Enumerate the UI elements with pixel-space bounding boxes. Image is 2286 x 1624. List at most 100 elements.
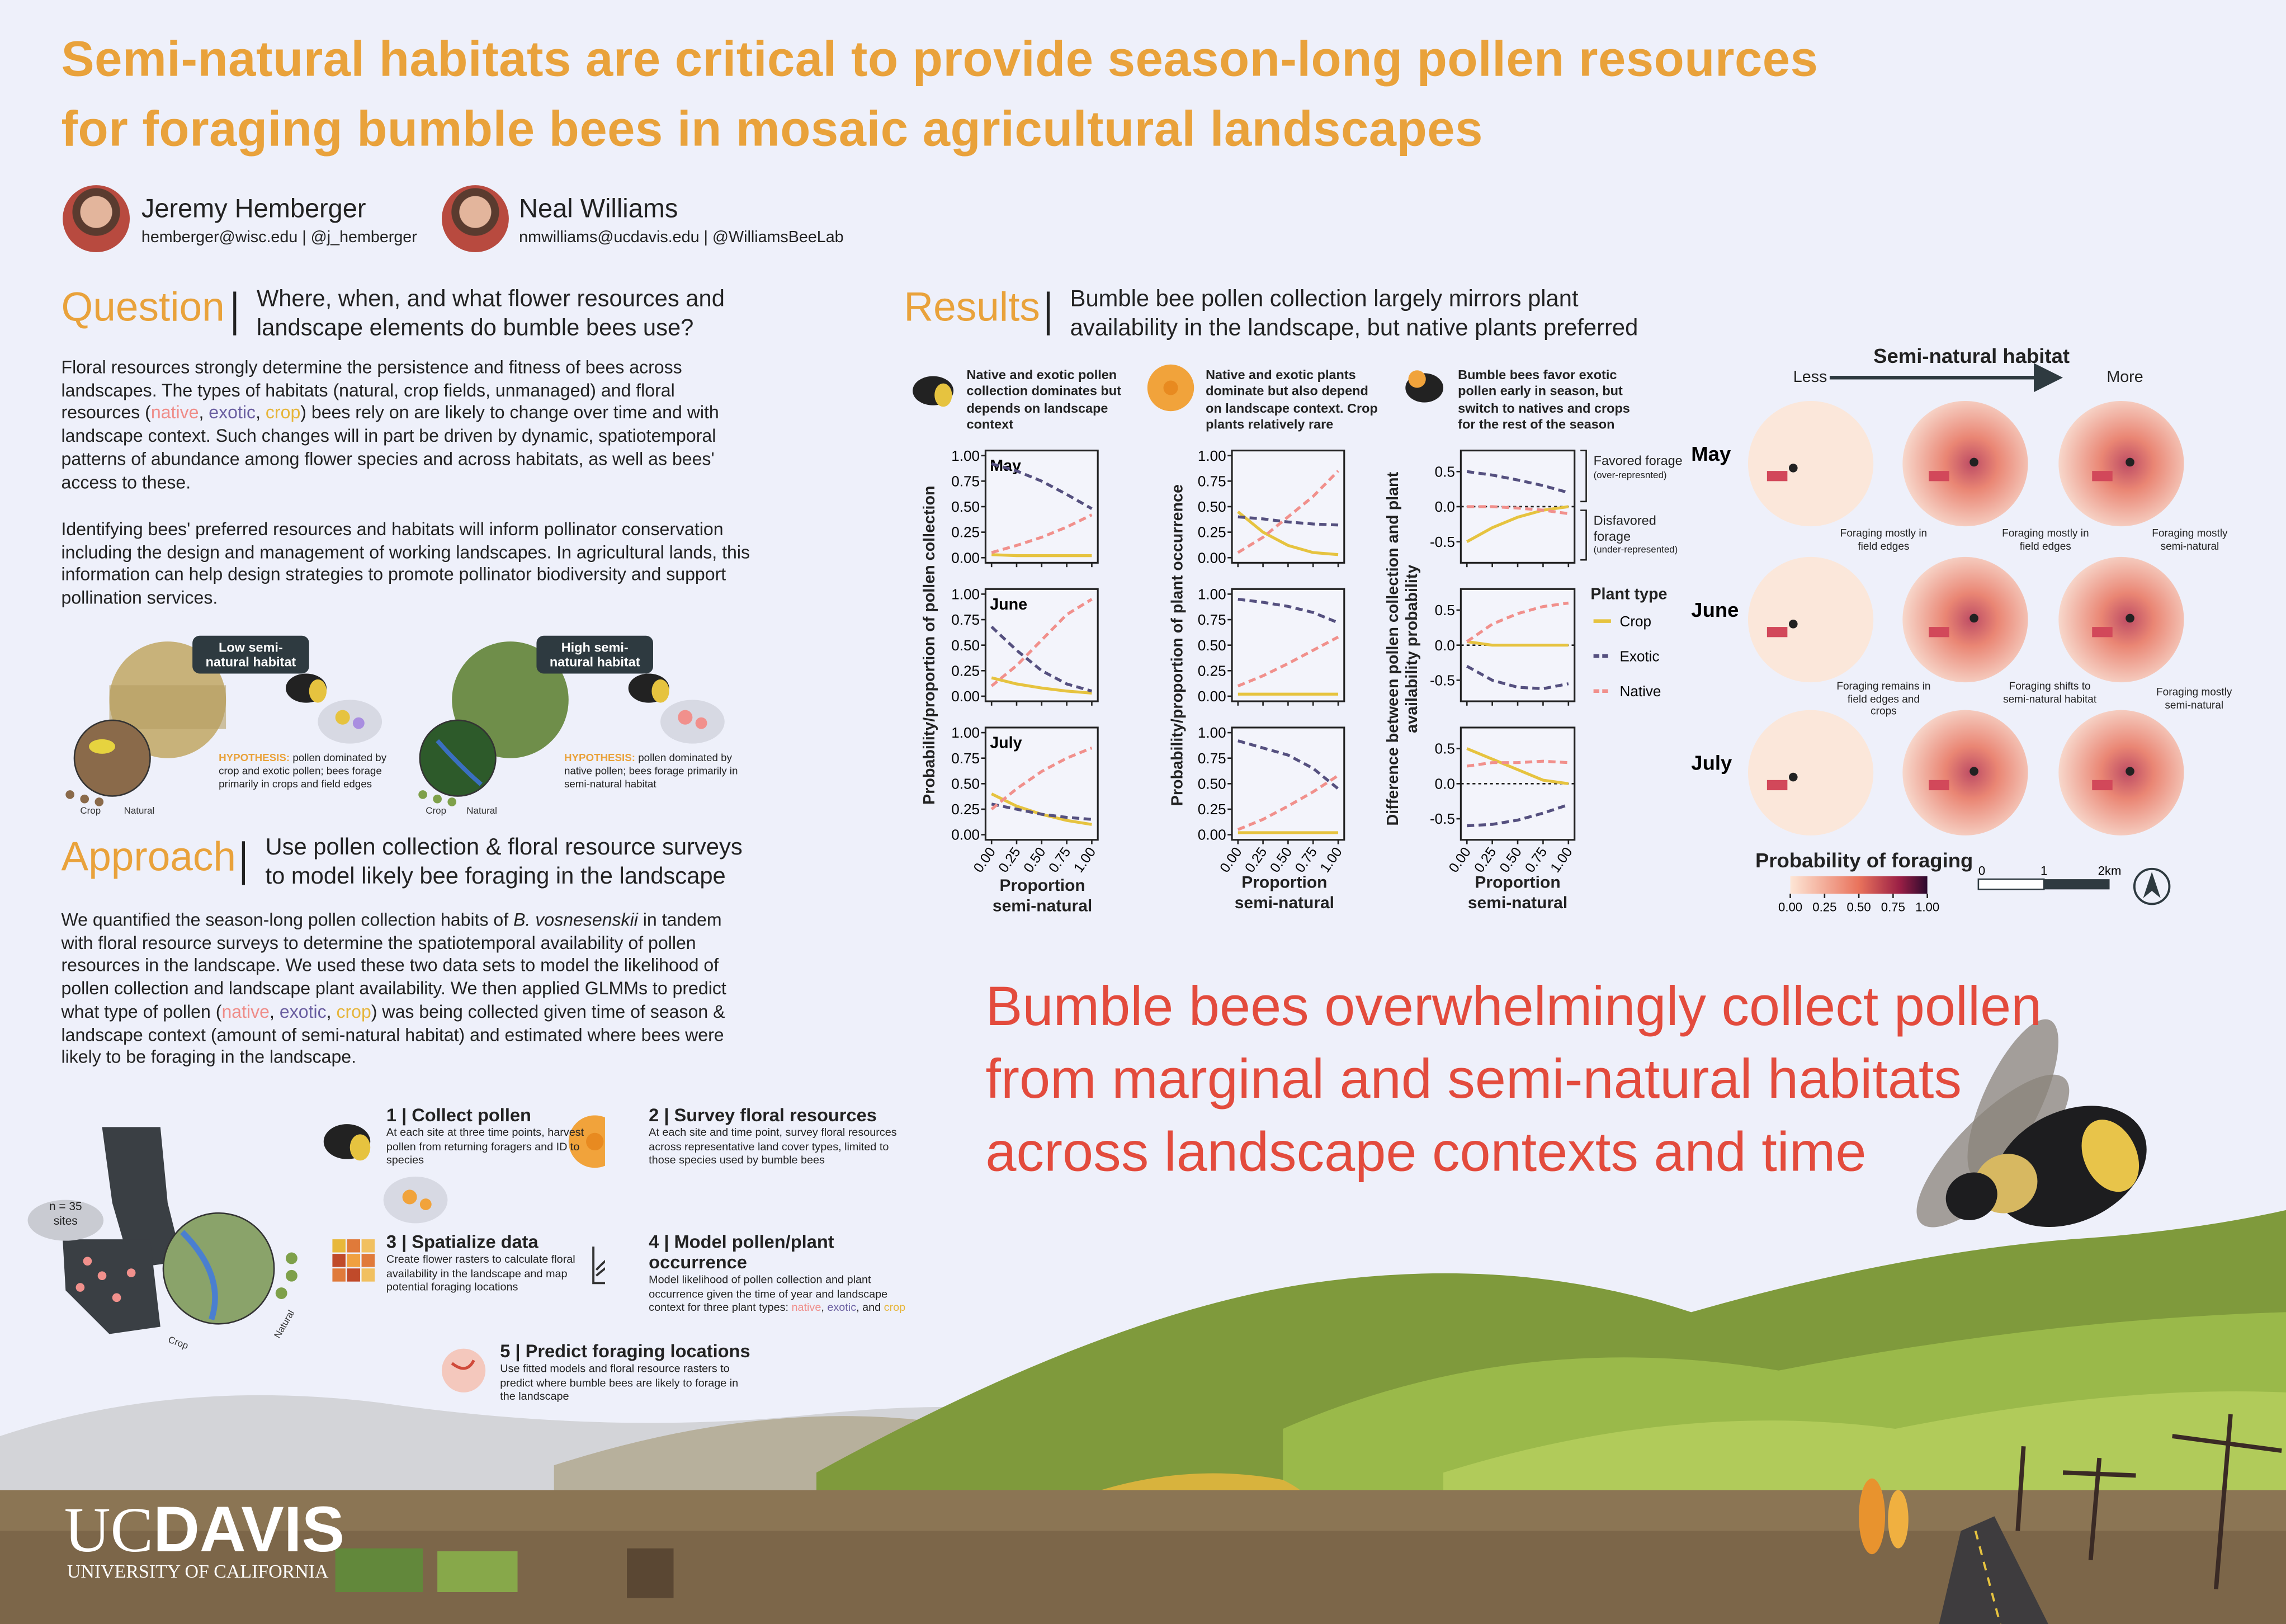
decoration bbox=[447, 797, 457, 806]
hypothesis-illustrations bbox=[65, 641, 725, 806]
step: 5 | Predict foraging locations Use fitted… bbox=[500, 1342, 755, 1404]
text: exotic bbox=[827, 1301, 857, 1314]
decoration bbox=[347, 1239, 360, 1253]
text: , bbox=[326, 1001, 337, 1022]
series-line bbox=[991, 513, 1093, 554]
text: B. vosnesenskii bbox=[513, 909, 638, 931]
decoration bbox=[83, 1257, 92, 1266]
step: 1 | Collect pollen At each site at three … bbox=[386, 1105, 591, 1168]
series-line bbox=[1466, 747, 1569, 785]
decoration bbox=[73, 719, 151, 797]
colorbar-tick-label: 0.75 bbox=[1881, 900, 1905, 914]
series-line bbox=[1466, 601, 1569, 643]
decoration bbox=[180, 1230, 218, 1321]
map-less: Less bbox=[1793, 369, 1827, 386]
decoration bbox=[285, 1269, 297, 1282]
scale-bar bbox=[1977, 878, 2045, 890]
author-name: Neal Williams bbox=[519, 193, 678, 223]
decoration bbox=[402, 1189, 417, 1205]
paragraph: We quantified the season-long pollen col… bbox=[61, 910, 753, 1070]
decoration bbox=[361, 1239, 375, 1253]
step-text: At each site at three time points, harve… bbox=[386, 1125, 584, 1167]
text: ) bees rely on are likely to change over… bbox=[61, 403, 719, 492]
plot-frame bbox=[1460, 726, 1576, 841]
decoration bbox=[934, 383, 952, 407]
y-tick-label: 0.00 bbox=[1198, 827, 1226, 843]
decoration bbox=[441, 1348, 486, 1392]
month-label: June bbox=[990, 596, 1027, 613]
decoration bbox=[2015, 1446, 2026, 1531]
text: ) was being collected given time of seas… bbox=[61, 1001, 725, 1068]
north-arrow bbox=[2143, 872, 2161, 898]
step-text: Create flower rasters to calculate flora… bbox=[386, 1252, 575, 1294]
y-tick-label: 0.75 bbox=[951, 611, 980, 628]
map-site bbox=[1969, 457, 1978, 467]
decoration bbox=[1859, 1478, 1886, 1555]
site-count-unit: sites bbox=[53, 1214, 78, 1228]
y-tick-label: 0.50 bbox=[1198, 775, 1226, 792]
scale-label: 2km bbox=[2098, 863, 2122, 877]
y-tick-label: 0.50 bbox=[1198, 498, 1226, 515]
text: exotic bbox=[209, 403, 256, 424]
decoration bbox=[1916, 1019, 2147, 1228]
decoration bbox=[1974, 1530, 2001, 1624]
month-label: July bbox=[990, 734, 1022, 752]
panel-caption: Native and exotic plants dominate but al… bbox=[1206, 367, 1378, 432]
decoration bbox=[433, 794, 442, 804]
y-tick-label: 0.75 bbox=[951, 750, 980, 767]
x-tick-label: 1.00 bbox=[1548, 845, 1576, 876]
text: native bbox=[150, 403, 199, 424]
y-tick-label: 0.00 bbox=[951, 688, 980, 705]
map-patch bbox=[1767, 627, 1788, 638]
decoration bbox=[332, 1254, 346, 1267]
step-title: 4 | Model pollen/plant occurrence bbox=[649, 1232, 834, 1273]
y-tick-label: 1.00 bbox=[951, 724, 980, 741]
map-site bbox=[1969, 767, 1978, 776]
section-heading: Question bbox=[61, 284, 225, 330]
bracket bbox=[1580, 450, 1587, 503]
y-tick-label: -0.5 bbox=[1430, 534, 1455, 550]
text: Model likelihood of pollen collection an… bbox=[649, 1273, 888, 1314]
decoration bbox=[695, 717, 707, 729]
map-site bbox=[1969, 613, 1978, 623]
map-annotation: Foraging mostly in field edges bbox=[1840, 526, 1928, 553]
map-row-label: May bbox=[1691, 442, 1731, 465]
section-heading: Approach bbox=[61, 834, 237, 880]
decoration bbox=[65, 790, 104, 806]
series-line bbox=[1237, 635, 1339, 688]
decoration bbox=[285, 1252, 297, 1264]
x-tick-label: 0.25 bbox=[1472, 845, 1500, 876]
series-line bbox=[1467, 505, 1569, 516]
section-subtitle: Where, when, and what flower resources a… bbox=[256, 287, 725, 342]
hypothesis: HYPOTHESIS: pollen dominated by crop and… bbox=[219, 751, 394, 790]
panel-caption: Bumble bees favor exotic pollen early in… bbox=[1458, 367, 1630, 432]
north-arrow bbox=[2133, 867, 2171, 905]
map-annotation: Foraging shifts to semi-natural habitat bbox=[2003, 679, 2097, 705]
y-tick-label: 0.75 bbox=[1198, 750, 1226, 767]
map-patch bbox=[1767, 780, 1788, 791]
y-tick-label: 0.25 bbox=[1198, 662, 1226, 679]
divider bbox=[1046, 291, 1050, 336]
foraging-map bbox=[1747, 710, 1874, 835]
map-annotation: Foraging remains in field edges and crop… bbox=[1836, 679, 1931, 718]
decoration bbox=[95, 797, 104, 806]
map-site bbox=[2126, 767, 2134, 776]
decoration bbox=[75, 1283, 85, 1292]
author-photo bbox=[63, 185, 130, 253]
decoration bbox=[89, 739, 115, 754]
panel-caption: Native and exotic pollen collection domi… bbox=[966, 367, 1121, 432]
decoration bbox=[102, 1127, 182, 1269]
series-line bbox=[991, 802, 1092, 821]
decoration bbox=[361, 1268, 375, 1282]
y-tick-label: 0.5 bbox=[1435, 740, 1455, 757]
annotation-title: Disfavored forage bbox=[1593, 513, 1656, 544]
logo-davis: DAVIS bbox=[153, 1494, 345, 1566]
decoration bbox=[2015, 1414, 2282, 1590]
scale-bar bbox=[2044, 879, 2110, 890]
y-tick-label: 0.50 bbox=[951, 498, 980, 515]
decoration bbox=[418, 790, 427, 799]
map-annotation: Foraging mostly semi-natural bbox=[2152, 526, 2228, 553]
map-site bbox=[2126, 613, 2134, 623]
decoration bbox=[347, 1268, 360, 1282]
